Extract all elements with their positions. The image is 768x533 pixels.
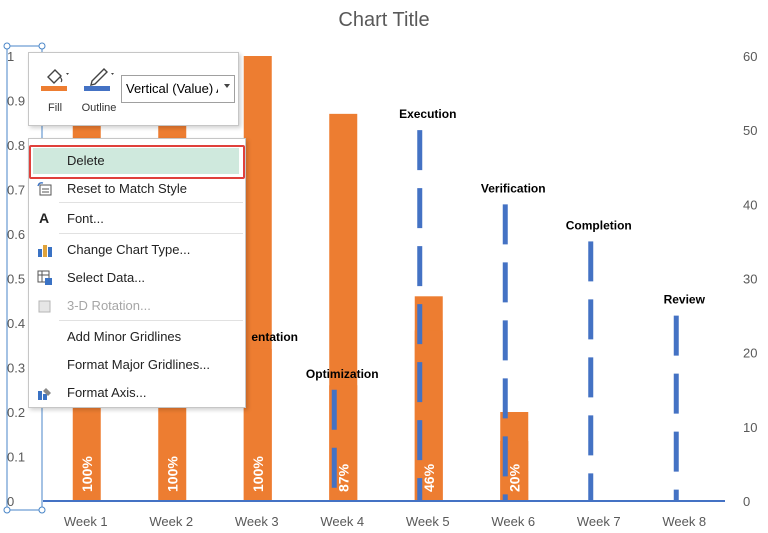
reset-style-icon [37, 182, 52, 196]
data-label: 87% [335, 463, 351, 492]
data-label: 100% [164, 456, 180, 492]
right-tick-label: 20 [743, 346, 757, 361]
left-tick-label: 0.5 [7, 272, 25, 287]
category-label: Week 4 [320, 514, 364, 529]
category-label: Week 3 [235, 514, 279, 529]
menu-item-change-chart-type[interactable]: Change Chart Type... [29, 237, 245, 263]
menu-item-3d-rotation: 3-D Rotation... [29, 293, 245, 319]
stage-label: Review [664, 293, 706, 307]
stage-label: entation [251, 330, 298, 344]
stage-labels: entation Optimization Execution Verificatio… [251, 107, 705, 381]
right-tick-label: 10 [743, 420, 757, 435]
left-tick-label: 0.7 [7, 183, 25, 198]
data-label: 46% [421, 463, 437, 492]
chart-title[interactable]: Chart Title [338, 9, 429, 31]
data-labels: 100% 100% 100% 87% 46% 20% [79, 456, 523, 492]
left-tick-label: 0.6 [7, 227, 25, 242]
category-label: Week 6 [491, 514, 535, 529]
right-tick-label: 40 [743, 197, 757, 212]
stage-label: Optimization [306, 367, 379, 381]
category-label: Week 2 [149, 514, 193, 529]
data-label: 100% [250, 456, 266, 492]
stage-label: Verification [481, 181, 546, 195]
delete-highlight [29, 145, 245, 179]
right-tick-label: 50 [743, 123, 757, 138]
stage-label: Execution [399, 107, 456, 121]
mini-toolbar: Fill Outline Vertical (Value) Axis [28, 52, 239, 126]
menu-item-delete[interactable]: Delete [29, 148, 245, 174]
menu-item-label: Font... [67, 211, 104, 226]
drop-lines-layer [331, 130, 679, 501]
right-axis-ticks[interactable]: 0 10 20 30 40 50 60 [743, 49, 757, 509]
right-tick-label: 30 [743, 272, 757, 287]
category-label: Week 8 [662, 514, 706, 529]
left-axis-ticks[interactable]: 0 0.1 0.2 0.3 0.4 0.5 0.6 0.7 0.8 0.9 1 [7, 49, 25, 509]
menu-item-label: Format Axis... [67, 385, 147, 400]
menu-item-label: Select Data... [67, 270, 146, 285]
category-label: Week 5 [406, 514, 450, 529]
font-icon: A [39, 210, 50, 226]
3d-rotation-icon [38, 300, 51, 313]
menu-item-reset-style[interactable]: Reset to Match Style [29, 176, 245, 202]
category-label: Week 7 [577, 514, 621, 529]
left-tick-label: 1 [7, 49, 14, 64]
category-label: Week 1 [64, 514, 108, 529]
menu-item-label: Add Minor Gridlines [67, 329, 182, 344]
outline-button[interactable]: Outline [79, 59, 119, 117]
menu-item-format-major-gridlines[interactable]: Format Major Gridlines... [29, 352, 245, 378]
left-tick-label: 0.3 [7, 361, 25, 376]
overlay-bar-3[interactable] [243, 348, 272, 501]
pencil-icon [84, 68, 114, 91]
paint-bucket-icon [41, 69, 69, 91]
chart-element-dropdown-value: Vertical (Value) Axis [126, 81, 218, 96]
fill-label: Fill [47, 102, 63, 114]
left-tick-label: 0.1 [7, 450, 25, 465]
chevron-down-icon [224, 84, 230, 88]
left-tick-label: 0.4 [7, 316, 25, 331]
menu-item-add-minor-gridlines[interactable]: Add Minor Gridlines [29, 324, 245, 350]
menu-item-select-data[interactable]: Select Data... [29, 265, 245, 291]
outline-label: Outline [81, 102, 117, 114]
left-tick-label: 0.2 [7, 405, 25, 420]
chart-element-dropdown[interactable]: Vertical (Value) Axis [121, 75, 235, 103]
select-data-icon [37, 270, 52, 285]
context-menu: Delete Reset to Match Style A Font... Ch… [28, 138, 246, 408]
menu-item-label: 3-D Rotation... [67, 298, 151, 313]
menu-item-label: Format Major Gridlines... [67, 357, 211, 372]
data-label: 20% [506, 463, 522, 492]
menu-item-font[interactable]: A Font... [29, 206, 245, 232]
menu-item-label: Reset to Match Style [67, 181, 187, 196]
category-axis-labels[interactable]: Week 1 Week 2 Week 3 Week 4 Week 5 Week 6 Week… [64, 514, 706, 529]
menu-item-format-axis[interactable]: Format Axis... [29, 380, 245, 406]
stage-label: Completion [566, 218, 632, 232]
menu-item-label: Delete [67, 153, 105, 168]
format-axis-icon [38, 388, 51, 400]
data-label: 100% [79, 456, 95, 492]
menu-item-label: Change Chart Type... [67, 242, 191, 257]
fill-button[interactable]: Fill [37, 59, 73, 117]
right-tick-label: 60 [743, 49, 757, 64]
right-tick-label: 0 [743, 494, 750, 509]
left-tick-label: 0.9 [7, 94, 25, 109]
left-tick-label: 0.8 [7, 138, 25, 153]
left-tick-label: 0 [7, 494, 14, 509]
chart-type-icon [38, 245, 52, 257]
overlay-bar-5[interactable] [414, 330, 443, 501]
